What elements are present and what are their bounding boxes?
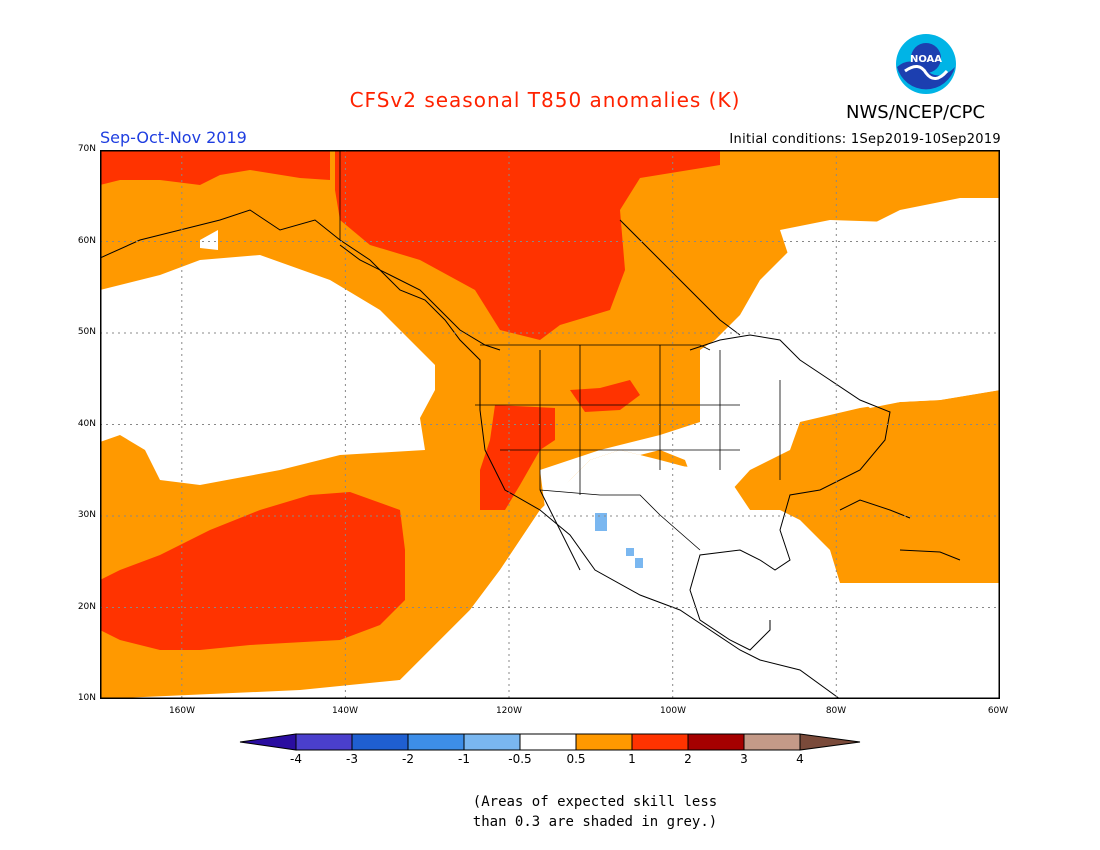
colorbar-segment-05-1 [575, 733, 633, 751]
noaa-logo: NOAA [896, 34, 956, 94]
chart-title: CFSv2 seasonal T850 anomalies (K) [349, 88, 741, 112]
colorbar-label-4: 4 [796, 752, 804, 766]
colorbar-segment-above-4 [799, 733, 861, 751]
anomaly-minus-1-to-minus-05 [595, 513, 643, 568]
colorbar-segment-below-minus4 [239, 733, 297, 751]
anomaly-2-to-3 [100, 150, 720, 650]
season-label: Sep-Oct-Nov 2019 [100, 128, 247, 147]
lon-label-80w: 80W [825, 706, 847, 716]
lat-label-60n: 60N [77, 236, 96, 246]
colorbar-label-minus3: -3 [346, 752, 358, 766]
anomaly-map [100, 150, 1000, 699]
lon-label-140w: 140W [331, 706, 359, 716]
colorbar-segment-minus2-minus1 [407, 733, 465, 751]
colorbar-segment-3-4 [743, 733, 801, 751]
colorbar-label-3: 3 [740, 752, 748, 766]
agency-label: NWS/NCEP/CPC [846, 102, 986, 123]
colorbar-label-minus05: -0.5 [508, 752, 532, 766]
political-borders [339, 150, 781, 551]
noaa-logo-text: NOAA [910, 54, 942, 65]
lon-label-160w: 160W [168, 706, 196, 716]
map-border [100, 150, 1000, 699]
lat-label-30n: 30N [77, 510, 96, 520]
skill-footnote-line2: than 0.3 are shaded in grey.) [472, 814, 718, 830]
lat-label-20n: 20N [77, 602, 96, 612]
skill-footnote-line1: (Areas of expected skill less [472, 794, 718, 810]
graticule [100, 150, 1000, 699]
lat-label-10n: 10N [77, 693, 96, 703]
colorbar-segment-2-3 [687, 733, 745, 751]
colorbar-label-minus4: -4 [290, 752, 302, 766]
colorbar-segment-1-2 [631, 733, 689, 751]
lat-label-40n: 40N [77, 419, 96, 429]
lon-label-120w: 120W [495, 706, 523, 716]
skill-footnote: (Areas of expected skill less than 0.3 a… [0, 792, 1100, 832]
colorbar-label-05: 0.5 [566, 752, 586, 766]
colorbar-label-minus2: -2 [402, 752, 414, 766]
colorbar-segment-minus05-05 [519, 733, 577, 751]
coastlines [100, 209, 961, 699]
colorbar-label-minus1: -1 [458, 752, 470, 766]
initial-conditions-label: Initial conditions: 1Sep2019-10Sep2019 [729, 132, 1001, 147]
lon-label-60w: 60W [987, 706, 1009, 716]
lat-label-70n: 70N [77, 144, 96, 154]
colorbar-label-1: 1 [628, 752, 636, 766]
colorbar-segment-minus1-minus05 [463, 733, 521, 751]
lat-label-50n: 50N [77, 327, 96, 337]
colorbar-segment-minus4-minus3 [295, 733, 353, 751]
anomaly-neutral [100, 198, 1000, 699]
colorbar [239, 733, 861, 751]
lon-label-100w: 100W [659, 706, 687, 716]
colorbar-segment-minus3-minus2 [351, 733, 409, 751]
colorbar-label-2: 2 [684, 752, 692, 766]
